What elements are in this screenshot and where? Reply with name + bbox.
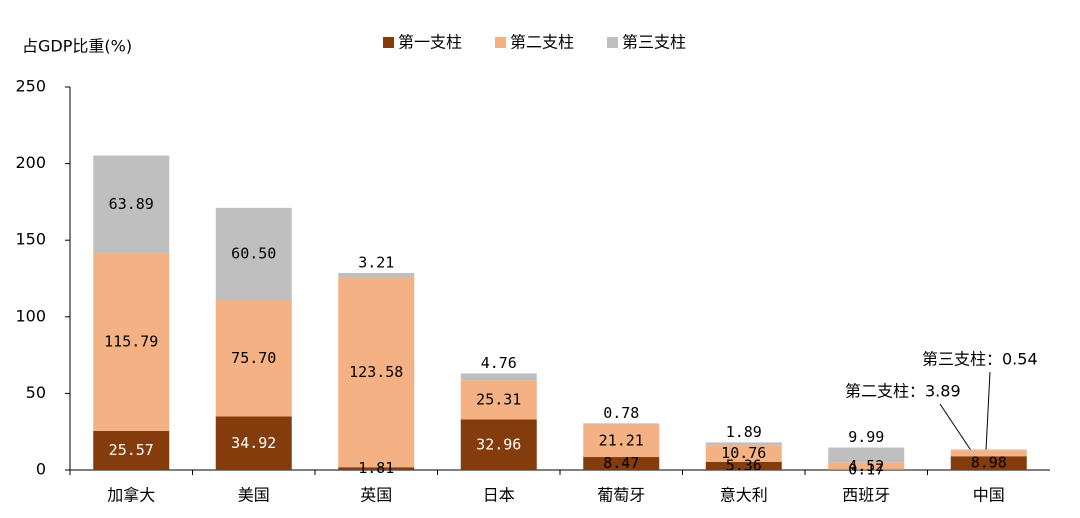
value-label: 1.89 xyxy=(726,423,762,441)
leader-line xyxy=(939,403,973,453)
bar-segment xyxy=(583,424,660,458)
legend-swatch xyxy=(607,37,618,48)
bar-segment xyxy=(460,419,537,470)
legend-label: 第二支柱 xyxy=(510,33,574,52)
bar-segment xyxy=(460,380,537,420)
bar-segment xyxy=(93,155,170,254)
bar-segment xyxy=(215,416,292,470)
value-label: 60.50 xyxy=(231,245,276,263)
x-tick-label: 日本 xyxy=(483,486,515,505)
x-tick-label: 美国 xyxy=(238,486,270,505)
bar-segment xyxy=(93,430,170,470)
value-label: 3.21 xyxy=(358,253,394,271)
bar-segment xyxy=(215,300,292,417)
value-label: 5.36 xyxy=(726,456,762,474)
legend-swatch xyxy=(495,37,506,48)
bar-segment xyxy=(583,457,660,470)
bar-segment xyxy=(950,450,1027,457)
x-tick-label: 英国 xyxy=(360,486,392,505)
legend-label: 第一支柱 xyxy=(398,33,462,52)
value-label: 8.98 xyxy=(971,454,1007,472)
value-label: 75.70 xyxy=(231,349,276,367)
y-tick-label: 150 xyxy=(15,230,46,249)
bar-segment xyxy=(828,462,905,470)
x-tick-label: 中国 xyxy=(973,486,1005,505)
value-label: 10.76 xyxy=(721,444,766,462)
annotation: 第三支柱：0.54 xyxy=(922,350,1038,369)
bar-segment xyxy=(338,467,415,470)
bar-segment xyxy=(460,373,537,381)
bar-segment xyxy=(338,277,415,468)
value-label: 123.58 xyxy=(349,363,403,381)
bar-segment xyxy=(583,423,660,425)
bar-segment xyxy=(828,447,905,463)
value-label: 115.79 xyxy=(104,333,158,351)
value-label: 21.21 xyxy=(599,431,644,449)
legend-label: 第三支柱 xyxy=(622,33,686,52)
y-tick-label: 0 xyxy=(36,460,46,479)
y-tick-label: 50 xyxy=(26,383,46,402)
value-label: 0.17 xyxy=(848,460,884,478)
value-label: 4.76 xyxy=(481,354,517,372)
value-label: 1.81 xyxy=(358,459,394,477)
value-label: 63.89 xyxy=(109,195,154,213)
value-label: 4.52 xyxy=(848,457,884,475)
bar-segment xyxy=(950,449,1027,451)
value-label: 25.31 xyxy=(476,391,521,409)
x-tick-label: 西班牙 xyxy=(842,486,890,505)
y-axis-label: 占GDP比重(%) xyxy=(22,37,132,56)
y-tick-label: 200 xyxy=(15,153,46,172)
value-label: 25.57 xyxy=(109,441,154,459)
y-tick-label: 100 xyxy=(15,306,46,325)
annotation: 第二支柱：3.89 xyxy=(845,382,961,401)
value-label: 9.99 xyxy=(848,428,884,446)
bar-segment xyxy=(705,461,782,470)
bar-segment xyxy=(705,442,782,446)
x-tick-label: 葡萄牙 xyxy=(597,486,645,505)
leader-line xyxy=(985,371,991,451)
value-label: 8.47 xyxy=(603,454,639,472)
bar-segment xyxy=(950,456,1027,470)
x-tick-label: 加拿大 xyxy=(107,486,155,505)
bar-segment xyxy=(215,207,292,301)
bar-segment xyxy=(338,272,415,278)
value-label: 34.92 xyxy=(231,434,276,452)
y-tick-label: 250 xyxy=(15,77,46,96)
bar-segment xyxy=(705,445,782,462)
value-label: 32.96 xyxy=(476,435,521,453)
legend-swatch xyxy=(383,37,394,48)
x-tick-label: 意大利 xyxy=(720,486,768,505)
bar-segment xyxy=(93,253,170,431)
value-label: 0.78 xyxy=(603,404,639,422)
